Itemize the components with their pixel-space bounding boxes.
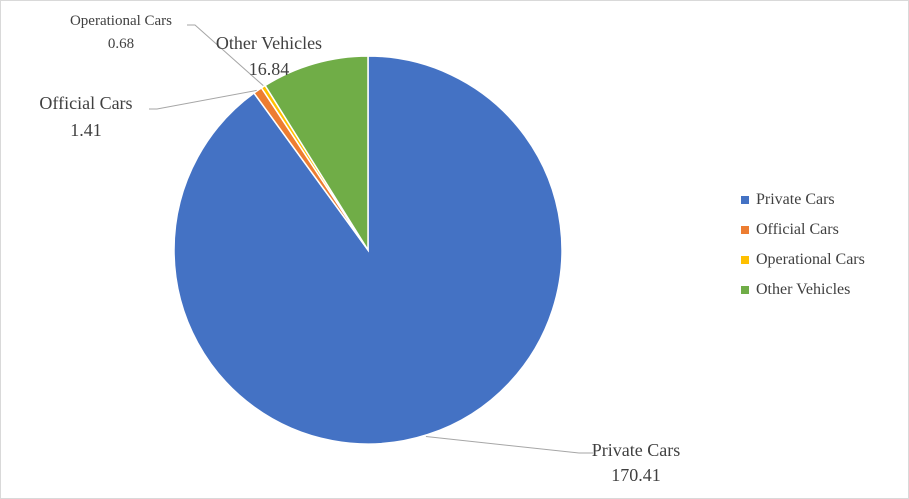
data-label-name-operational-cars: Operational Cars [70, 13, 172, 29]
legend-label-private-cars: Private Cars [756, 191, 835, 208]
legend-label-official-cars: Official Cars [756, 221, 839, 238]
data-label-value-private-cars: 170.41 [611, 465, 661, 485]
legend-item-other-vehicles: Other Vehicles [741, 281, 865, 299]
legend-swatch-private-cars [741, 196, 749, 204]
pie-slice-other-vehicles [264, 55, 369, 253]
legend-swatch-official-cars [741, 226, 749, 234]
legend-swatch-operational-cars [741, 256, 749, 264]
leader-line-private-cars [425, 436, 593, 454]
legend: Private Cars Official Cars Operational C… [741, 191, 865, 299]
legend-label-operational-cars: Operational Cars [756, 251, 865, 268]
leader-line-official-cars [149, 89, 257, 110]
data-label-name-official-cars: Official Cars [39, 93, 132, 113]
data-label-value-official-cars: 1.41 [70, 120, 102, 140]
legend-label-other-vehicles: Other Vehicles [756, 281, 851, 298]
leader-line-operational-cars [187, 24, 264, 87]
legend-swatch-other-vehicles [741, 286, 749, 294]
data-label-name-other-vehicles: Other Vehicles [216, 33, 322, 53]
data-label-value-other-vehicles: 16.84 [249, 59, 290, 79]
data-label-name-private-cars: Private Cars [592, 440, 680, 460]
legend-item-official-cars: Official Cars [741, 221, 865, 239]
data-label-value-operational-cars: 0.68 [108, 36, 134, 52]
legend-item-private-cars: Private Cars [741, 191, 865, 209]
legend-item-operational-cars: Operational Cars [741, 251, 865, 269]
